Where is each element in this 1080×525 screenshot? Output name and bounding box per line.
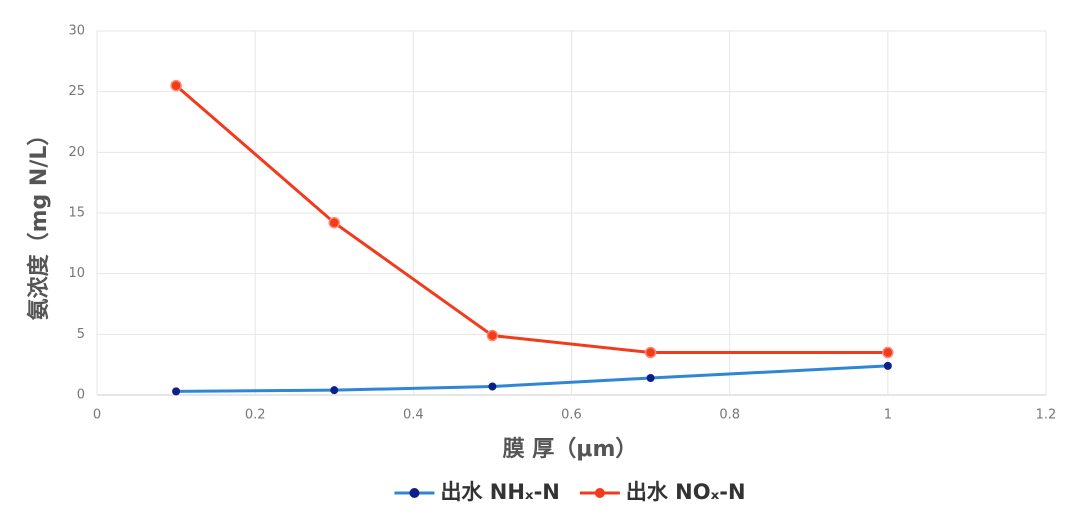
legend-label: 出水 NOₓ-N xyxy=(626,480,746,504)
x-tick-label: 0.2 xyxy=(245,408,266,423)
legend-marker xyxy=(409,488,420,498)
data-point xyxy=(883,361,892,370)
y-axis-label: 氨浓度（mg N/L） xyxy=(26,124,52,321)
data-point xyxy=(882,346,894,359)
y-tick-label: 10 xyxy=(68,266,85,281)
data-point xyxy=(170,79,182,92)
x-tick-label: 0.4 xyxy=(403,408,424,423)
x-tick-label: 0 xyxy=(93,408,101,423)
data-point xyxy=(486,329,499,342)
legend-label: 出水 NHₓ-N xyxy=(440,480,559,504)
x-tick-label: 1 xyxy=(884,408,892,423)
x-tick-label: 0.6 xyxy=(561,408,582,423)
y-tick-label: 5 xyxy=(77,327,85,342)
legend: 出水 NHₓ-N 出水 NOₓ-N xyxy=(394,480,746,504)
x-axis-label: 膜 厚（μm） xyxy=(503,437,638,462)
y-tick-label: 30 xyxy=(68,24,85,39)
data-point xyxy=(330,386,339,395)
data-point xyxy=(328,216,340,229)
x-tick-label: 1.2 xyxy=(1036,408,1057,423)
y-tick-label: 0 xyxy=(77,388,85,403)
y-tick-label: 15 xyxy=(68,206,85,221)
x-tick-label: 0.8 xyxy=(719,408,740,423)
data-point xyxy=(646,374,655,383)
y-tick-label: 25 xyxy=(68,84,85,99)
series-line xyxy=(175,84,888,355)
data-point xyxy=(644,346,657,359)
legend-marker xyxy=(594,488,605,498)
series-line xyxy=(176,364,888,393)
y-tick-label: 20 xyxy=(68,145,85,160)
data-point xyxy=(172,387,181,396)
data-point xyxy=(488,382,497,391)
